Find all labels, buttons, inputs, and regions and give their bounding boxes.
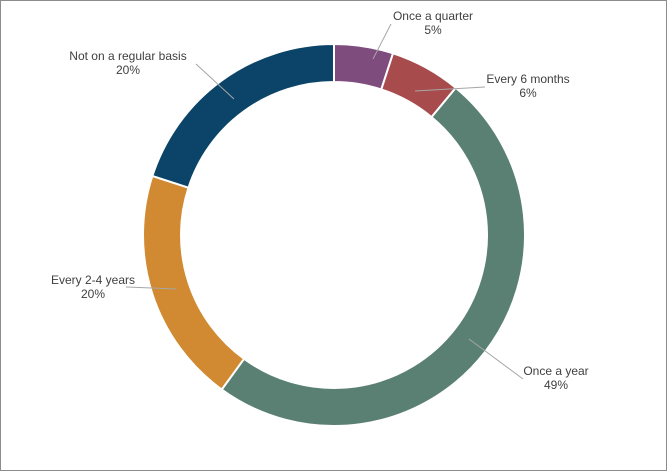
- value-label: 49%: [544, 378, 568, 392]
- slice-not-on-a-regular-basis: [151, 42, 335, 189]
- category-label: Every 6 months: [486, 72, 569, 86]
- leader-line: [125, 286, 177, 290]
- leader-line: [468, 338, 524, 380]
- category-label: Every 2-4 years: [51, 273, 135, 287]
- category-label: Not on a regular basis: [69, 49, 186, 63]
- category-label: Once a year: [523, 364, 588, 378]
- doughnut-slices: [142, 42, 526, 427]
- slice-once-a-year: [220, 86, 526, 427]
- value-label: 6%: [519, 86, 537, 100]
- leader-line: [414, 86, 486, 92]
- value-label: 20%: [81, 287, 105, 301]
- value-label: 20%: [116, 63, 140, 77]
- value-label: 5%: [424, 23, 442, 37]
- slice-every-2-4-years: [142, 174, 246, 391]
- leader-lines: [125, 23, 524, 380]
- leader-line: [195, 63, 235, 100]
- leader-line: [372, 23, 392, 60]
- category-label: Once a quarter: [393, 9, 473, 23]
